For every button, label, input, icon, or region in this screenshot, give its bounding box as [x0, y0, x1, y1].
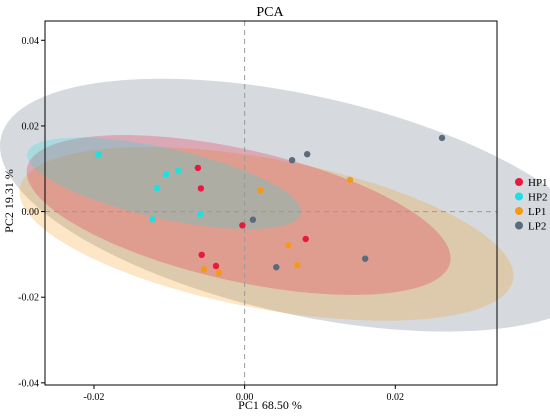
ellipses-layer — [0, 78, 550, 332]
point-hp1-6 — [302, 235, 309, 243]
legend-marker-lp1 — [515, 207, 523, 215]
point-lp2-2 — [288, 157, 296, 164]
point-hp1-5 — [239, 222, 246, 229]
y-tick-label: -0.04 — [18, 378, 39, 389]
point-lp1-6 — [346, 176, 354, 184]
point-hp1-1 — [194, 164, 202, 172]
legend-label-lp1: LP1 — [528, 206, 546, 218]
reference-lines — [45, 21, 497, 385]
legend-label-lp2: LP2 — [528, 221, 546, 233]
point-lp2-5 — [362, 255, 369, 262]
point-lp1-4 — [285, 242, 292, 249]
y-tick-label: -0.02 — [18, 293, 39, 304]
point-hp2-5 — [149, 216, 156, 223]
point-lp2-6 — [438, 134, 446, 142]
legend-label-hp2: HP2 — [528, 192, 548, 204]
axes-layer: -0.02 0.00 0.02 -0.04 -0.02 0.00 0.02 0.04 — [18, 36, 404, 403]
point-lp2-1 — [249, 216, 257, 223]
legend-label-hp1: HP1 — [528, 177, 548, 189]
x-axis-label: PC1 68.50 % — [238, 398, 302, 412]
ellipse-lp1 — [19, 147, 514, 321]
x-tick-label: -0.02 — [84, 392, 105, 403]
point-hp1-3 — [198, 251, 205, 258]
y-tick-label: 0.00 — [22, 207, 40, 218]
point-lp1-3 — [257, 187, 264, 194]
point-hp2-2 — [163, 171, 170, 178]
legend-marker-lp2 — [515, 221, 523, 230]
ellipse-lp2 — [0, 78, 550, 332]
point-hp1-2 — [197, 185, 205, 192]
ellipse-hp1 — [26, 135, 451, 295]
x-tick-label: 0.02 — [387, 392, 405, 403]
x-tick-label: 0.00 — [236, 392, 254, 403]
point-lp1-5 — [294, 261, 301, 269]
legend-marker-hp1 — [515, 178, 523, 186]
y-tick-label: 0.02 — [22, 121, 40, 132]
y-axis-label: PC2 19.31 % — [2, 169, 16, 233]
plot-frame — [44, 20, 498, 386]
point-lp1-2 — [215, 269, 223, 276]
chart-title: PCA — [256, 5, 284, 20]
point-hp2-1 — [95, 151, 102, 158]
point-lp2-3 — [304, 151, 311, 158]
point-lp2-4 — [273, 264, 280, 271]
ellipse-hp2 — [27, 137, 301, 230]
point-hp1-4 — [212, 262, 220, 270]
point-hp2-4 — [154, 184, 161, 192]
point-lp1-1 — [200, 266, 208, 273]
legend: HP1 HP2 LP1 LP2 — [515, 177, 548, 233]
y-tick-label: 0.04 — [22, 36, 40, 47]
legend-marker-hp2 — [515, 192, 523, 201]
point-hp2-3 — [175, 167, 182, 175]
point-hp2-6 — [197, 210, 204, 218]
points-layer — [95, 134, 446, 276]
